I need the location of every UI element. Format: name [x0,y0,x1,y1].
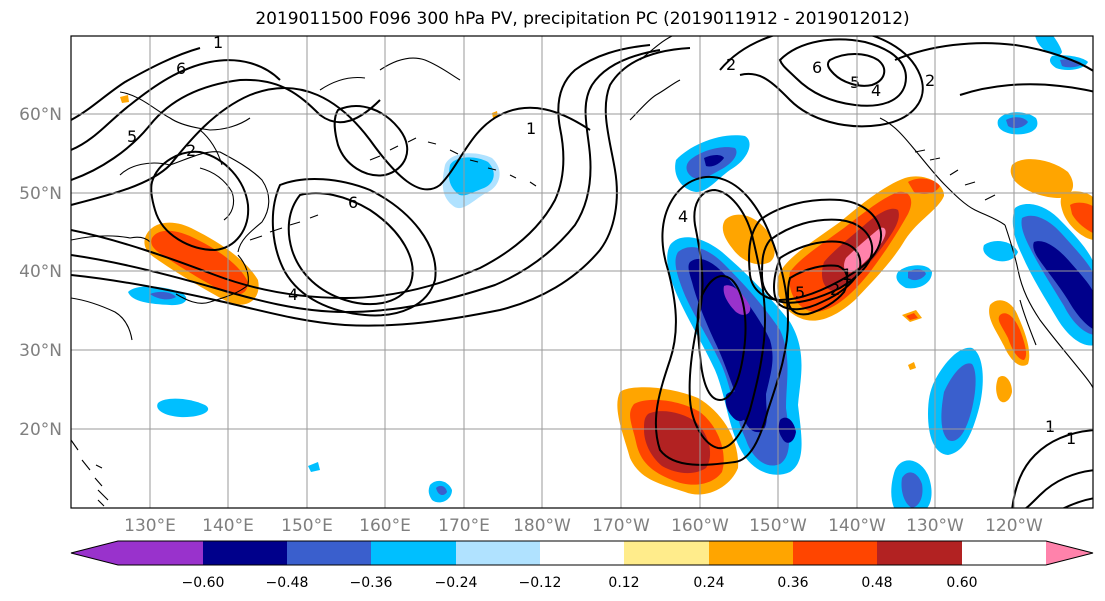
map-frame [70,35,1094,509]
contour-label: 2 [726,55,736,74]
colorbar-tick-label: −0.48 [266,575,309,591]
contour-label: 1 [526,119,536,138]
contour-label: 2 [186,141,196,160]
colorbar-tick-label: −0.60 [182,575,225,591]
colorbar [70,540,1094,566]
colorbar-swatch [371,541,456,565]
lat-label: 40°N [19,262,62,282]
contour-label: 4 [871,81,881,100]
contour-label: 1 [213,33,223,52]
colorbar-tick-label: 0.24 [693,575,724,591]
coastlines [71,36,1093,507]
contour-label: 1 [1045,417,1055,436]
lon-label: 170°W [592,516,650,536]
map-title: 2019011500 F096 300 hPa PV, precipitatio… [255,9,910,29]
contour-label: 2 [925,71,935,90]
contour-label: 6 [176,59,186,78]
lon-label: 130°E [124,516,176,536]
contour-label: 5 [850,73,860,92]
colorbar-swatch [709,541,793,565]
contour-label: 6 [812,58,822,77]
colorbar-swatch [203,541,287,565]
colorbar-swatch [287,541,371,565]
lon-label: 120°W [985,516,1043,536]
colorbar-tick-label: −0.24 [435,575,478,591]
latitude-labels: 60°N 50°N 40°N 30°N 20°N [19,105,62,440]
lon-label: 170°E [438,516,490,536]
lat-label: 50°N [19,184,62,204]
colorbar-swatch [877,541,962,565]
lat-label: 60°N [19,105,62,125]
contour-label: 1 [842,265,852,284]
colorbar-extend-max [1046,541,1093,565]
contour-label: 6 [348,193,358,212]
colorbar-tick-label: 0.12 [608,575,639,591]
lon-label: 150°E [281,516,333,536]
contour-label: 4 [288,285,298,304]
colorbar-outline [70,540,1094,566]
contour-label: 5 [127,127,137,146]
colorbar-swatch [456,541,540,565]
lon-label: 130°W [906,516,964,536]
colorbar-swatch [624,541,709,565]
longitude-labels: 130°E 140°E 150°E 160°E 170°E 180°W 170°… [124,516,1043,536]
colorbar-tick-label: 0.48 [861,575,892,591]
contour-label-group: 6 5 2 1 6 4 4 2 6 5 4 2 1 5 2 1 1 1 [127,33,1076,448]
colorbar-swatch [540,541,624,565]
colorbar-tick-label: 0.60 [946,575,977,591]
contour-label: 5 [795,283,805,302]
colorbar-swatch [118,541,203,565]
gridlines [71,36,1093,508]
lon-label: 140°E [202,516,254,536]
colorbar-tick-label: 0.36 [777,575,808,591]
colorbar-swatch [793,541,877,565]
contour-label: 2 [830,280,840,299]
colorbar-extend-min [71,541,118,565]
lat-label: 20°N [19,420,62,440]
colorbar-tick-labels: −0.60 −0.48 −0.36 −0.24 −0.12 0.12 0.24 … [182,575,978,591]
lon-label: 160°W [671,516,729,536]
lat-label: 30°N [19,341,62,361]
lon-label: 160°E [359,516,411,536]
contour-label: 4 [678,207,688,226]
colorbar-tick-label: −0.12 [519,575,562,591]
lon-label: 180°W [513,516,571,536]
lon-label: 150°W [749,516,807,536]
contour-label: 1 [1066,429,1076,448]
colorbar-tick-label: −0.36 [350,575,393,591]
lon-label: 140°W [828,516,886,536]
